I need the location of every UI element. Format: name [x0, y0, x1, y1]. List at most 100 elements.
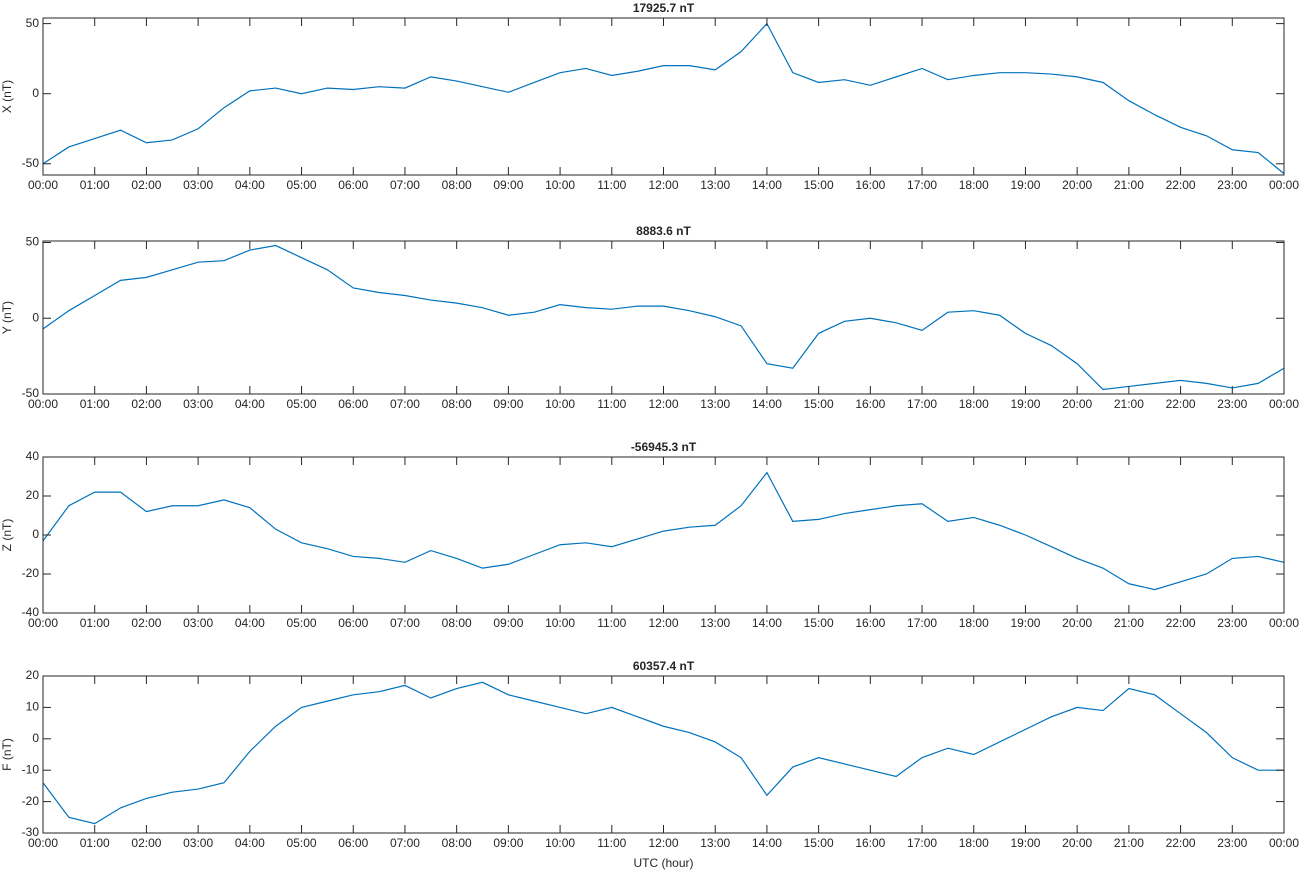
x-tick-label: 05:00 [287, 397, 317, 411]
y-tick-label: -50 [22, 386, 40, 400]
y-tick-label: 20 [26, 668, 40, 682]
chart-title: 60357.4 nT [633, 659, 695, 673]
x-tick-label: 07:00 [390, 397, 420, 411]
axes-box [42, 17, 1285, 176]
x-tick-label: 20:00 [1062, 836, 1092, 850]
y-tick-label: 0 [32, 86, 39, 100]
chart-title: -56945.3 nT [631, 440, 697, 454]
x-tick-label: 20:00 [1062, 397, 1092, 411]
x-tick-label: 19:00 [1010, 836, 1040, 850]
x-tick-label: 21:00 [1114, 616, 1144, 630]
x-tick-label: 15:00 [804, 397, 834, 411]
y-tick-label: 20 [26, 488, 40, 502]
x-tick-label: 08:00 [442, 178, 472, 192]
x-tick-label: 16:00 [855, 178, 885, 192]
x-tick-label: 09:00 [493, 178, 523, 192]
x-tick-label: 04:00 [235, 616, 265, 630]
x-tick-label: 14:00 [752, 397, 782, 411]
x-tick-label: 16:00 [855, 616, 885, 630]
x-tick-label: 02:00 [131, 836, 161, 850]
x-tick-label: 18:00 [959, 397, 989, 411]
y-tick-label: 0 [32, 527, 39, 541]
x-tick-label: 23:00 [1217, 397, 1247, 411]
x-tick-label: 02:00 [131, 178, 161, 192]
x-tick-label: 15:00 [804, 836, 834, 850]
x-tick-label: 15:00 [804, 178, 834, 192]
x-tick-label: 02:00 [131, 616, 161, 630]
x-tick-label: 20:00 [1062, 616, 1092, 630]
x-tick-label: 11:00 [597, 178, 626, 192]
x-tick-label: 22:00 [1166, 616, 1196, 630]
x-tick-label: 13:00 [700, 836, 730, 850]
x-tick-label: 03:00 [183, 397, 213, 411]
x-tick-label: 19:00 [1010, 616, 1040, 630]
x-tick-label: 12:00 [648, 616, 678, 630]
x-tick-label: 22:00 [1166, 836, 1196, 850]
x-tick-label: 06:00 [338, 616, 368, 630]
x-tick-label: 00:00 [1269, 178, 1299, 192]
x-tick-label: 09:00 [493, 397, 523, 411]
x-tick-label: 13:00 [700, 178, 730, 192]
x-tick-label: 18:00 [959, 178, 989, 192]
x-tick-label: 00:00 [1269, 616, 1299, 630]
x-tick-label: 11:00 [597, 836, 626, 850]
x-tick-label: 05:00 [287, 178, 317, 192]
y-tick-label: -20 [22, 794, 40, 808]
x-tick-label: 18:00 [959, 836, 989, 850]
axes-box [42, 240, 1285, 395]
x-tick-label: 01:00 [80, 178, 110, 192]
x-tick-label: 13:00 [700, 616, 730, 630]
x-tick-label: 10:00 [545, 397, 575, 411]
x-tick-label: 01:00 [80, 616, 110, 630]
x-tick-label: 05:00 [287, 836, 317, 850]
chart-title: 17925.7 nT [633, 1, 695, 15]
x-tick-label: 00:00 [28, 616, 58, 630]
x-tick-label: 05:00 [287, 616, 317, 630]
data-line [42, 244, 1285, 391]
y-tick-label: 50 [26, 235, 40, 249]
x-tick-label: 15:00 [804, 616, 834, 630]
x-tick-label: 12:00 [648, 397, 678, 411]
x-tick-label: 14:00 [752, 836, 782, 850]
data-line [42, 471, 1285, 591]
x-tick-label: 00:00 [28, 836, 58, 850]
x-tick-label: 00:00 [1269, 836, 1299, 850]
x-tick-label: 14:00 [752, 178, 782, 192]
x-tick-label: 13:00 [700, 397, 730, 411]
axes-box [42, 456, 1285, 614]
x-tick-label: 00:00 [28, 397, 58, 411]
y-tick-label: 50 [26, 16, 40, 30]
y-tick-label: 10 [26, 700, 40, 714]
x-tick-label: 03:00 [183, 178, 213, 192]
y-tick-label: -40 [22, 605, 40, 619]
x-tick-label: 08:00 [442, 397, 472, 411]
x-tick-label: 19:00 [1010, 397, 1040, 411]
x-tick-label: 03:00 [183, 616, 213, 630]
x-tick-label: 10:00 [545, 836, 575, 850]
x-tick-label: 22:00 [1166, 178, 1196, 192]
x-tick-label: 01:00 [80, 836, 110, 850]
x-tick-label: 10:00 [545, 616, 575, 630]
x-tick-label: 17:00 [907, 836, 937, 850]
x-tick-label: 23:00 [1217, 178, 1247, 192]
x-tick-label: 06:00 [338, 178, 368, 192]
x-tick-label: 22:00 [1166, 397, 1196, 411]
x-tick-label: 16:00 [855, 836, 885, 850]
y-tick-label: 0 [32, 310, 39, 324]
x-tick-label: 16:00 [855, 397, 885, 411]
x-tick-label: 12:00 [648, 836, 678, 850]
x-tick-label: 17:00 [907, 397, 937, 411]
data-line [42, 681, 1284, 825]
x-tick-label: 09:00 [493, 616, 523, 630]
x-tick-label: 14:00 [752, 616, 782, 630]
y-axis-label: Z (nT) [0, 519, 14, 552]
x-tick-label: 20:00 [1062, 178, 1092, 192]
x-tick-label: 11:00 [597, 616, 626, 630]
x-tick-label: 00:00 [1269, 397, 1299, 411]
y-axis-label: X (nT) [0, 80, 14, 113]
x-tick-label: 07:00 [390, 178, 420, 192]
x-tick-label: 03:00 [183, 836, 213, 850]
x-tick-label: 21:00 [1114, 397, 1144, 411]
y-tick-label: -30 [22, 825, 40, 839]
